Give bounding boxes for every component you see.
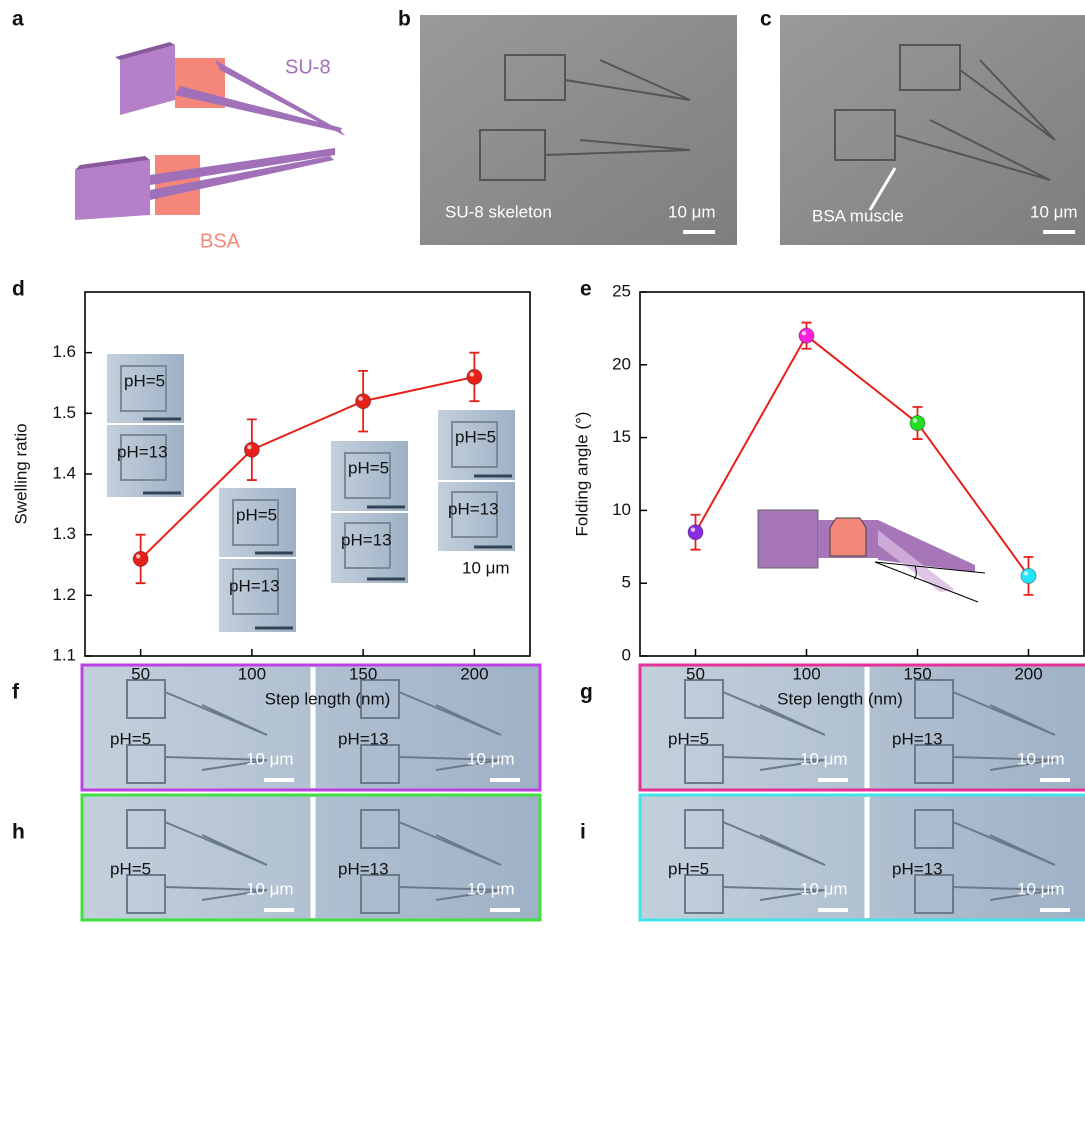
inset-label: pH=13 xyxy=(229,576,280,595)
point-highlight xyxy=(470,372,474,376)
caption: SU-8 skeleton xyxy=(445,202,552,221)
scale-label: 10 μm xyxy=(246,879,294,898)
x-tick-label: 150 xyxy=(349,664,377,683)
point-highlight xyxy=(1024,571,1028,575)
data-point xyxy=(799,328,814,343)
point-highlight xyxy=(691,528,695,532)
point-highlight xyxy=(358,397,362,401)
data-point xyxy=(244,442,259,457)
scale-label: 10 μm xyxy=(800,879,848,898)
y-tick-label: 20 xyxy=(612,354,631,373)
figure: SU-8 BSA SU-8 skeleton 10 μm BSA muscle … xyxy=(0,0,1085,1138)
inset-label: pH=13 xyxy=(448,499,499,518)
y-tick-label: 25 xyxy=(612,281,631,300)
y-tick-label: 10 xyxy=(612,500,631,519)
y-axis-label: Swelling ratio xyxy=(11,423,30,524)
scale-label: 10 μm xyxy=(1017,749,1065,768)
y-axis-label: Folding angle (°) xyxy=(572,412,591,537)
x-tick-label: 50 xyxy=(131,664,150,683)
data-point xyxy=(688,525,703,540)
ph-label: pH=5 xyxy=(668,729,709,748)
y-tick-label: 1.1 xyxy=(52,645,76,664)
schematic-e xyxy=(758,510,985,602)
data-point xyxy=(1021,568,1036,583)
inset-label: pH=5 xyxy=(455,427,496,446)
scale-label: 10 μm xyxy=(462,558,510,577)
ph-label: pH=5 xyxy=(110,729,151,748)
ph-label: pH=13 xyxy=(338,859,389,878)
x-tick-label: 150 xyxy=(903,664,931,683)
panel-label: i xyxy=(580,821,586,844)
inset-label: pH=5 xyxy=(124,371,165,390)
y-tick-label: 1.5 xyxy=(52,403,76,422)
y-tick-label: 15 xyxy=(612,427,631,446)
ph-label: pH=13 xyxy=(338,729,389,748)
panel-label: c xyxy=(760,8,772,31)
data-point xyxy=(910,416,925,431)
panel-label: e xyxy=(580,278,592,301)
point-highlight xyxy=(136,554,140,558)
inset-label: pH=13 xyxy=(117,442,168,461)
panel-label: d xyxy=(12,278,25,301)
x-tick-label: 200 xyxy=(460,664,488,683)
inset-label: pH=13 xyxy=(341,530,392,549)
scale-label: 10 μm xyxy=(800,749,848,768)
x-tick-label: 200 xyxy=(1014,664,1042,683)
scale-label: 10 μm xyxy=(467,879,515,898)
x-axis-label: Step length (nm) xyxy=(265,689,391,708)
point-highlight xyxy=(802,331,806,335)
scale-label: 10 μm xyxy=(1017,879,1065,898)
point-highlight xyxy=(247,445,251,449)
y-tick-label: 0 xyxy=(622,645,631,664)
y-tick-label: 1.6 xyxy=(52,342,76,361)
label-su8: SU-8 xyxy=(285,56,331,78)
data-point xyxy=(356,394,371,409)
x-tick-label: 50 xyxy=(686,664,705,683)
plot-frame xyxy=(640,292,1084,656)
scale-label: 10 μm xyxy=(1030,202,1078,221)
ph-label: pH=5 xyxy=(668,859,709,878)
ph-label: pH=13 xyxy=(892,859,943,878)
scale-label: 10 μm xyxy=(246,749,294,768)
micrograph xyxy=(640,665,1085,790)
y-tick-label: 1.3 xyxy=(52,524,76,543)
point-highlight xyxy=(913,418,917,422)
y-tick-label: 1.2 xyxy=(52,585,76,604)
x-axis-label: Step length (nm) xyxy=(777,689,903,708)
inset-label: pH=5 xyxy=(348,458,389,477)
caption: BSA muscle xyxy=(812,206,904,225)
data-line xyxy=(141,377,475,559)
panel-label: f xyxy=(12,681,20,704)
ph-label: pH=5 xyxy=(110,859,151,878)
y-tick-label: 1.4 xyxy=(52,463,76,482)
data-point xyxy=(467,369,482,384)
ph-label: pH=13 xyxy=(892,729,943,748)
x-tick-label: 100 xyxy=(792,664,820,683)
scale-label: 10 μm xyxy=(467,749,515,768)
x-tick-label: 100 xyxy=(238,664,266,683)
micrograph xyxy=(640,795,1085,920)
panel-label: a xyxy=(12,8,24,31)
data-point xyxy=(133,551,148,566)
y-tick-label: 5 xyxy=(622,573,631,592)
inset-label: pH=5 xyxy=(236,505,277,524)
scale-label: 10 μm xyxy=(668,202,716,221)
panel-label: g xyxy=(580,681,593,704)
panel-label: h xyxy=(12,821,25,844)
label-bsa: BSA xyxy=(200,230,241,252)
panel-label: b xyxy=(398,8,411,31)
